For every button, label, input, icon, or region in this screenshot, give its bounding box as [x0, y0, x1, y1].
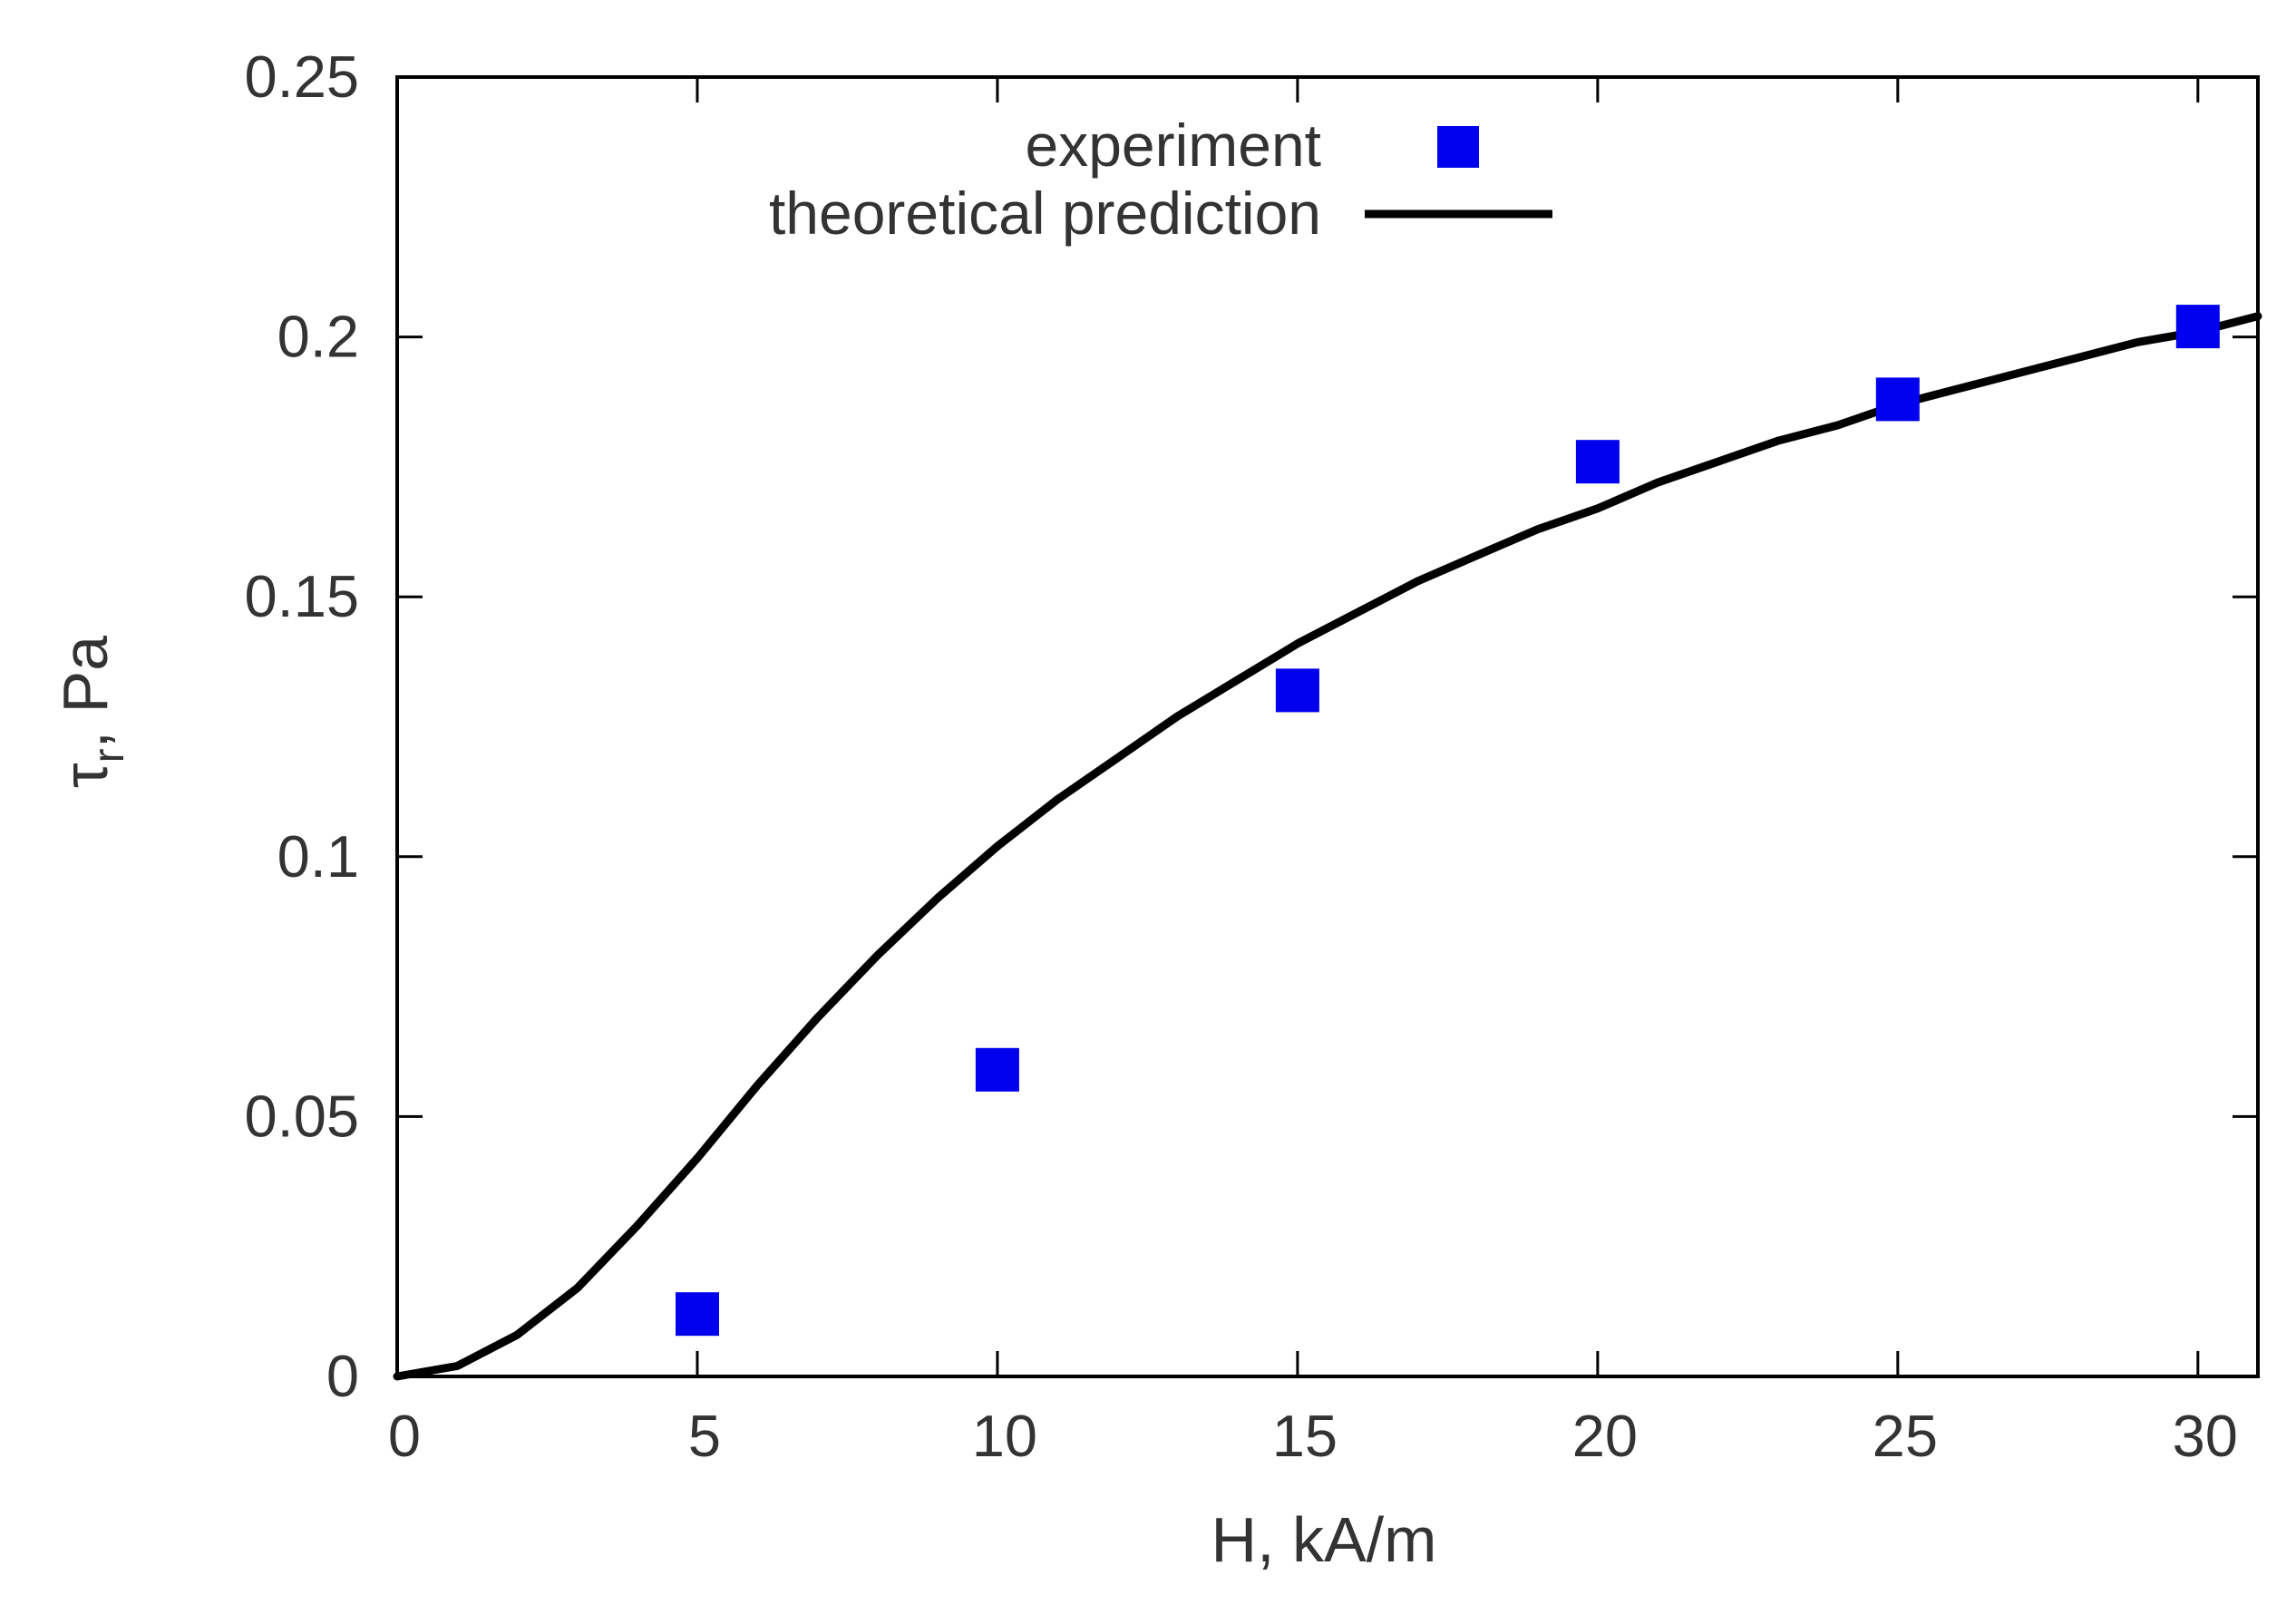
y-tick-label: 0.1	[277, 823, 359, 890]
plot-frame-group	[395, 75, 2260, 1378]
y-tick-label: 0.25	[244, 44, 359, 110]
y-axis-label-symbol: τ	[50, 763, 121, 788]
x-tick-label: 10	[972, 1403, 1037, 1469]
y-tick-label: 0.05	[244, 1083, 359, 1149]
experiment-point	[676, 1292, 719, 1337]
legend-label-experiment: experiment	[1026, 112, 1322, 179]
y-axis-label-subscript: r	[85, 748, 133, 763]
experiment-point	[1575, 440, 1620, 484]
y-tick-label: 0.2	[277, 304, 359, 370]
x-tick-label: 0	[388, 1403, 421, 1469]
experiment-point	[1275, 668, 1319, 713]
y-tick-label: 0.15	[244, 563, 359, 629]
x-tick-label: 25	[1873, 1403, 1938, 1469]
x-tick-label: 20	[1572, 1403, 1638, 1469]
legend-label-theoretical-prediction: theoretical prediction	[769, 180, 1321, 247]
legend-marker-experiment	[1437, 126, 1479, 168]
tick-labels: 0 5 10 15 20 25 30 0 0.05 0.1 0.15 0.2 0.25	[244, 44, 2237, 1469]
series-layer	[393, 305, 2262, 1381]
x-tick-label: 5	[688, 1403, 721, 1469]
y-axis-label-rest: , Pa	[50, 636, 121, 749]
experiment-point	[1875, 377, 1920, 422]
series-line-theoretical-prediction	[393, 312, 2262, 1381]
legend: experiment theoretical prediction	[769, 112, 1552, 247]
y-axis-label: τr, Pa	[50, 636, 133, 788]
tick-marks	[395, 75, 2258, 1378]
experiment-point	[975, 1047, 1019, 1092]
y-tick-label: 0	[326, 1343, 359, 1409]
x-axis-label: H, kA/m	[1211, 1504, 1437, 1575]
x-tick-label: 30	[2173, 1403, 2238, 1469]
experiment-point	[2175, 305, 2220, 349]
x-tick-label: 15	[1272, 1403, 1338, 1469]
plot-frame	[395, 75, 2260, 1378]
